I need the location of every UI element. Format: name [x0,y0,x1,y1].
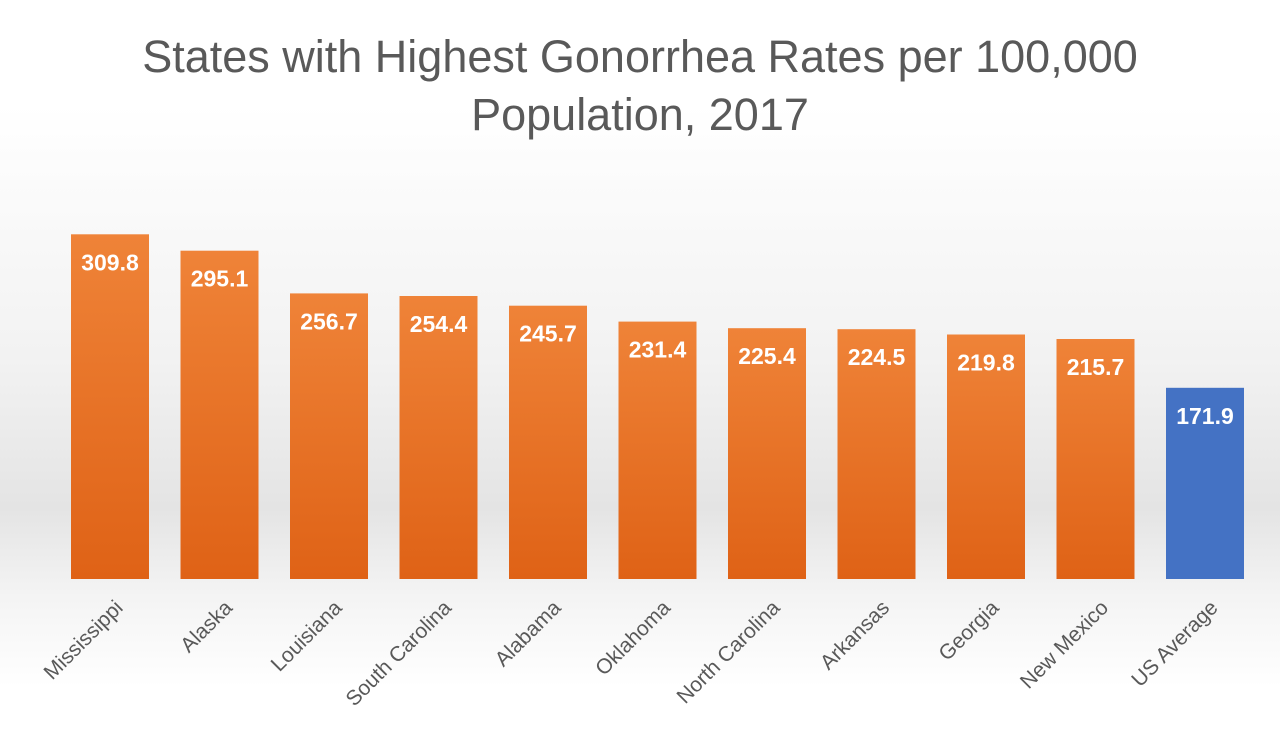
x-tick-label: South Carolina [342,596,457,711]
x-tick-label: Louisiana [267,596,347,676]
data-label: 215.7 [1067,354,1125,380]
x-tick-label: Alabama [491,596,566,671]
bar-alaska [180,250,259,579]
data-label: 225.4 [738,343,796,369]
bar-oklahoma [618,321,697,579]
x-tick-label: Mississippi [39,596,127,684]
x-tick-label: Arkansas [816,596,894,674]
data-label: 254.4 [410,311,468,337]
bar-arkansas [837,329,916,579]
bar-alabama [509,305,587,579]
x-tick-label: Oklahoma [591,596,675,680]
x-tick-label: Georgia [934,596,1003,665]
chart-title: States with Highest Gonorrhea Rates per … [142,31,1138,140]
bar-us-average [1166,387,1244,579]
bar-north-carolina [728,328,806,579]
data-label: 295.1 [191,266,249,292]
data-label: 309.8 [81,249,139,275]
x-tick-label: New Mexico [1016,596,1113,693]
bar-south-carolina [399,296,478,579]
bar-new-mexico [1056,339,1135,579]
bar-louisiana [290,293,368,579]
data-label: 171.9 [1176,403,1234,429]
x-tick-label: North Carolina [673,596,785,708]
bar-mississippi [71,234,149,580]
data-label: 224.5 [848,344,906,370]
bars-layer [71,234,1244,580]
data-label: 256.7 [300,308,358,334]
data-label: 219.8 [957,350,1015,376]
data-labels-layer: 309.8 295.1 256.7 254.4 245.7 231.4 225.4 224.5… [81,249,1234,429]
x-tick-label: Alaska [176,596,237,657]
data-label: 245.7 [519,321,577,347]
x-tick-label: US Average [1127,596,1222,691]
bar-georgia [947,334,1025,579]
data-label: 231.4 [629,337,687,363]
